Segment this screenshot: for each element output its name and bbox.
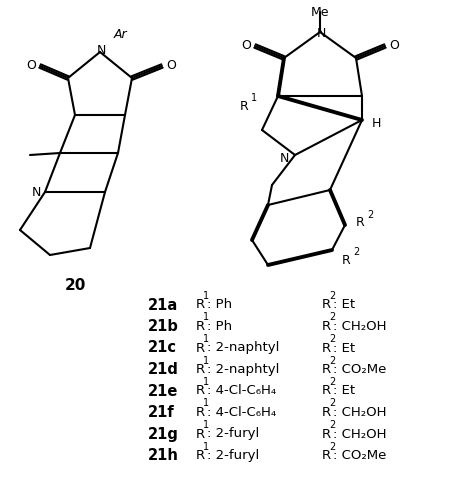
- Text: : CH₂OH: : CH₂OH: [333, 428, 387, 440]
- Text: : Ph: : Ph: [207, 299, 232, 311]
- Text: O: O: [26, 58, 36, 72]
- Text: : Et: : Et: [333, 299, 355, 311]
- Text: 2: 2: [329, 291, 335, 301]
- Text: 2: 2: [329, 312, 335, 323]
- Text: R: R: [322, 299, 331, 311]
- Text: 2: 2: [329, 399, 335, 409]
- Text: 1: 1: [203, 377, 209, 387]
- Text: R: R: [322, 406, 331, 419]
- Text: 1: 1: [203, 441, 209, 452]
- Text: : Et: : Et: [333, 384, 355, 398]
- Text: R: R: [322, 363, 331, 376]
- Text: 2: 2: [353, 247, 359, 257]
- Text: N: N: [316, 27, 326, 39]
- Text: 2: 2: [329, 420, 335, 430]
- Text: R: R: [196, 406, 205, 419]
- Text: : CO₂Me: : CO₂Me: [333, 449, 387, 462]
- Text: 21c: 21c: [148, 340, 177, 355]
- Text: : 2-naphtyl: : 2-naphtyl: [207, 342, 279, 355]
- Text: O: O: [389, 38, 399, 52]
- Text: 1: 1: [203, 399, 209, 409]
- Text: R: R: [322, 449, 331, 462]
- Text: R: R: [342, 253, 351, 267]
- Text: 21h: 21h: [148, 448, 179, 463]
- Text: R: R: [196, 320, 205, 333]
- Text: R: R: [196, 449, 205, 462]
- Text: : CH₂OH: : CH₂OH: [333, 320, 387, 333]
- Text: N: N: [32, 187, 40, 199]
- Text: N: N: [96, 44, 106, 56]
- Text: 2: 2: [329, 441, 335, 452]
- Text: 1: 1: [203, 355, 209, 365]
- Text: 21e: 21e: [148, 383, 178, 399]
- Text: : 2-furyl: : 2-furyl: [207, 428, 259, 440]
- Text: R: R: [196, 363, 205, 376]
- Text: 21d: 21d: [148, 362, 179, 377]
- Text: : 2-furyl: : 2-furyl: [207, 449, 259, 462]
- Text: 2: 2: [329, 355, 335, 365]
- Text: 2: 2: [367, 210, 373, 220]
- Text: R: R: [196, 384, 205, 398]
- Text: 2: 2: [329, 334, 335, 344]
- Text: : CO₂Me: : CO₂Me: [333, 363, 387, 376]
- Text: : 4-Cl-C₆H₄: : 4-Cl-C₆H₄: [207, 406, 276, 419]
- Text: R: R: [322, 320, 331, 333]
- Text: : 4-Cl-C₆H₄: : 4-Cl-C₆H₄: [207, 384, 276, 398]
- Text: 2: 2: [329, 377, 335, 387]
- Text: 21a: 21a: [148, 298, 178, 312]
- Text: 1: 1: [203, 291, 209, 301]
- Text: R: R: [322, 384, 331, 398]
- Text: R: R: [356, 217, 364, 229]
- Text: : 2-naphtyl: : 2-naphtyl: [207, 363, 279, 376]
- Text: 21b: 21b: [148, 319, 179, 334]
- Text: R: R: [196, 299, 205, 311]
- Text: R: R: [322, 428, 331, 440]
- Text: R: R: [322, 342, 331, 355]
- Text: R: R: [239, 100, 248, 112]
- Text: R: R: [196, 428, 205, 440]
- Text: R: R: [196, 342, 205, 355]
- Text: H: H: [371, 116, 381, 130]
- Text: 1: 1: [203, 420, 209, 430]
- Text: 21g: 21g: [148, 427, 179, 441]
- Text: 21f: 21f: [148, 405, 175, 420]
- Text: : Ph: : Ph: [207, 320, 232, 333]
- Text: 1: 1: [203, 312, 209, 323]
- Text: : Et: : Et: [333, 342, 355, 355]
- Text: 1: 1: [251, 93, 257, 103]
- Text: Ar: Ar: [113, 27, 127, 40]
- Text: O: O: [166, 58, 176, 72]
- Text: N: N: [279, 153, 289, 165]
- Text: O: O: [241, 38, 251, 52]
- Text: 1: 1: [203, 334, 209, 344]
- Text: 20: 20: [64, 277, 86, 293]
- Text: : CH₂OH: : CH₂OH: [333, 406, 387, 419]
- Text: Me: Me: [311, 5, 329, 19]
